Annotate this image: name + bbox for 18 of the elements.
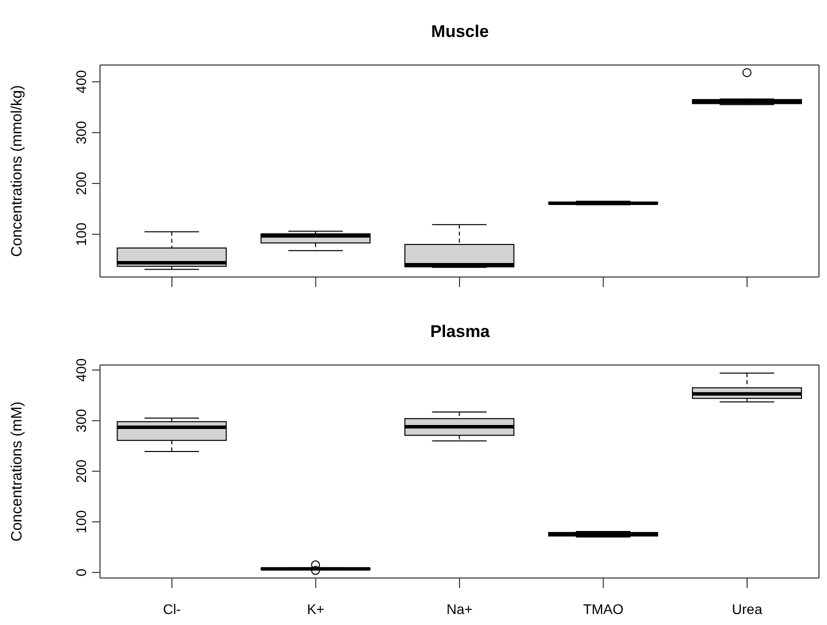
y-tick-label: 400 — [73, 70, 89, 94]
x-tick-label: Urea — [732, 600, 762, 617]
y-tick-label: 100 — [73, 222, 89, 246]
y-tick-label: 300 — [73, 120, 89, 144]
y-tick-label: 100 — [73, 510, 89, 534]
x-tick-label: TMAO — [583, 600, 624, 617]
chart-title: Plasma — [429, 322, 491, 342]
y-tick-label: 200 — [73, 459, 89, 483]
y-tick-label: 0 — [73, 568, 89, 576]
y-axis-title: Concentrations (mmol/kg) — [8, 85, 26, 257]
y-tick-label: 300 — [73, 408, 89, 432]
y-tick-label: 200 — [73, 172, 89, 196]
x-tick-label: K+ — [306, 600, 324, 617]
x-tick-label: Cl- — [162, 600, 182, 617]
x-tick-label: Na+ — [446, 600, 473, 617]
y-axis-title: Concentrations (mM) — [8, 401, 26, 542]
y-tick-label: 400 — [73, 358, 89, 382]
chart-title: Muscle — [430, 22, 490, 42]
